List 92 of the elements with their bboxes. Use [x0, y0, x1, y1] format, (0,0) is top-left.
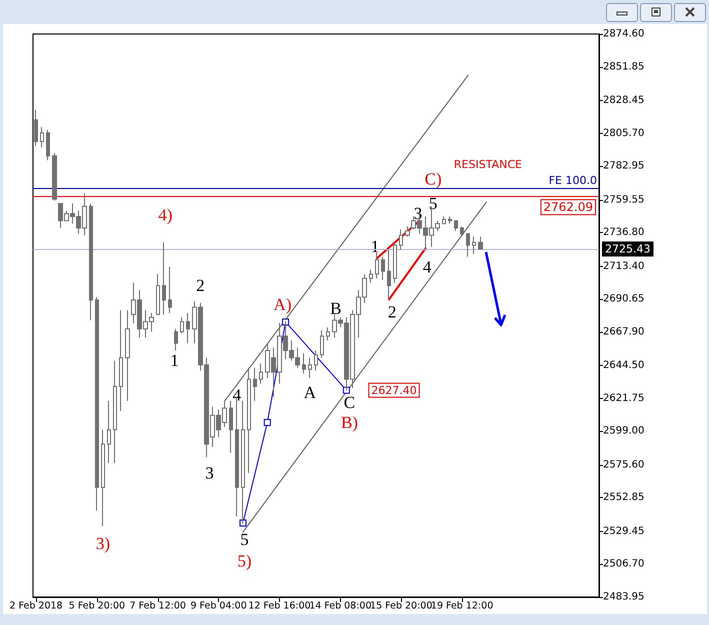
candlestick [302, 352, 306, 374]
annotation: B) [340, 413, 358, 432]
annotation: 3) [96, 534, 110, 554]
candlestick [381, 256, 385, 280]
candlestick [125, 310, 130, 402]
candlestick [162, 242, 166, 315]
candlestick [46, 129, 50, 161]
candlestick [247, 367, 251, 474]
candlestick [174, 328, 178, 351]
candlestick [308, 357, 312, 378]
y-tick-label: 2874.60 [603, 28, 644, 40]
annotation: C [344, 392, 356, 412]
point [342, 386, 350, 394]
point [282, 318, 290, 326]
x-tick-label: 14 Feb 08:00 [309, 600, 372, 612]
annotation: RESISTANCE [454, 158, 522, 172]
annotation: 5 [428, 194, 438, 213]
candlestick [89, 202, 93, 321]
candlestick [314, 350, 318, 372]
candlestick [399, 228, 403, 250]
candlestick [478, 236, 483, 250]
y-tick-label: 2713.40 [603, 260, 644, 272]
y-tick-label: 2529.45 [603, 526, 644, 537]
candlestick [259, 362, 263, 384]
y-tick-label: 2621.75 [603, 392, 644, 404]
candlestick [387, 249, 391, 300]
candlestick [34, 109, 38, 146]
annotation: 3 [205, 463, 214, 482]
annotation: 4) [158, 206, 172, 225]
x-tick-label: 15 Feb 20:00 [370, 600, 432, 612]
annotation: C) [424, 169, 442, 188]
point [264, 419, 271, 426]
annotation: 2 [388, 302, 396, 322]
candlestick [113, 360, 117, 464]
candlestick [156, 274, 160, 315]
y-tick-label: 2782.95 [603, 160, 644, 172]
candlestick [186, 312, 190, 344]
x-tick-label: 2 Feb 2018 [9, 600, 63, 612]
y-tick-label: 2575.60 [603, 459, 644, 470]
y-tick-label: 2828.45 [603, 95, 644, 106]
y-tick-label: 2483.95 [603, 592, 644, 602]
candlestick [320, 330, 324, 358]
y-tick-label: 2599.00 [603, 426, 644, 437]
y-tick-label: 2759.55 [603, 194, 644, 206]
ref-line-label: 2725.43 [605, 242, 650, 256]
candlestick [448, 216, 452, 224]
annotation: B [330, 299, 342, 318]
candlestick [180, 316, 184, 334]
candlestick [52, 152, 57, 202]
annotation: 5 [240, 530, 249, 549]
candlestick [369, 269, 373, 284]
y-tick-label: 2552.85 [603, 492, 644, 504]
ref-line-label: 2762.09 [543, 200, 593, 214]
candlestick [466, 233, 470, 258]
candlestick [253, 367, 257, 402]
y-tick-label: 2805.70 [603, 128, 644, 139]
candlestick [326, 326, 330, 341]
candlestick [454, 220, 458, 232]
annotation: 1 [170, 351, 179, 370]
x-tick-label: 19 Feb 12:00 [430, 600, 494, 612]
candlestick [393, 242, 397, 284]
candlestick [472, 236, 476, 254]
y-tick-label: 2667.90 [603, 326, 644, 338]
candlestick [101, 429, 105, 527]
y-tick-label: 2690.65 [603, 294, 644, 305]
y-tick-label: 2851.85 [603, 61, 644, 72]
x-tick-label: 9 Feb 04:00 [190, 600, 247, 612]
candlestick [229, 400, 233, 454]
annotation: 4 [232, 386, 242, 405]
x-tick-label: 12 Feb 16:00 [248, 600, 311, 612]
point [239, 519, 246, 526]
candlestick [405, 226, 410, 238]
candlestick [375, 252, 379, 279]
annotation: 4 [422, 257, 432, 276]
annotation: 2627.40 [371, 384, 417, 397]
candlestick [442, 216, 446, 224]
candlestick [168, 266, 172, 314]
candlestick [40, 126, 44, 148]
annotation: A) [274, 294, 292, 314]
candlestick [119, 310, 123, 412]
y-tick-label: 2644.50 [603, 360, 644, 372]
candlestick [95, 296, 99, 511]
x-tick-label: 5 Feb 20:00 [68, 600, 126, 612]
y-tick-label: 2506.70 [603, 558, 644, 570]
annotation: 5) [237, 551, 252, 570]
annotation: 2 [196, 276, 205, 296]
annotation: A [304, 382, 317, 402]
candlestick [460, 226, 464, 238]
candlestick [107, 400, 111, 464]
ref-line-label: FE 100.0 [548, 174, 597, 188]
y-tick-label: 2736.80 [603, 227, 644, 238]
x-tick-label: 7 Feb 12:00 [130, 600, 186, 612]
